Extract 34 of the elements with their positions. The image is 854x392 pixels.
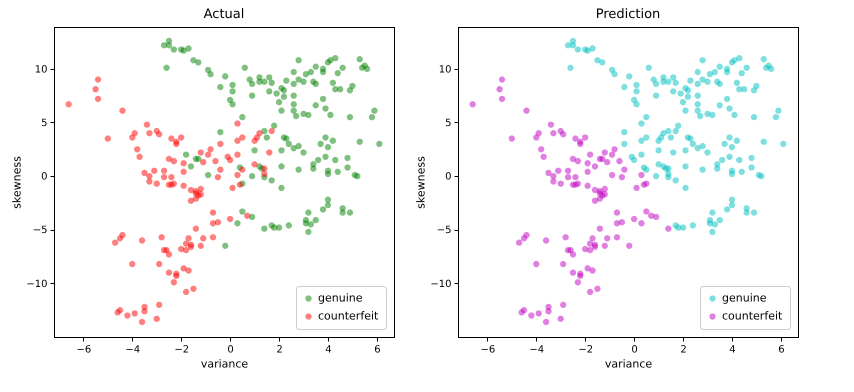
legend-label: genuine	[722, 292, 767, 304]
x-tick-label: −6	[76, 344, 92, 356]
x-tick-label: 2	[276, 344, 283, 356]
x-tick-label: 0	[227, 344, 234, 356]
y-tick-label: 5	[445, 118, 452, 129]
y-tick-label: 0	[41, 172, 48, 183]
x-tick-label: 4	[729, 344, 736, 356]
y-tick-label: −5	[436, 225, 452, 236]
x-tick-label: −2	[578, 344, 594, 356]
y-tick-label: 5	[41, 118, 48, 129]
chart-title: Prediction	[596, 7, 660, 22]
chart-title: Actual	[204, 7, 244, 22]
x-tick-label: 2	[680, 344, 687, 356]
x-tick-label: −4	[529, 344, 544, 356]
y-tick-label: 0	[445, 172, 452, 183]
y-tick-label: −5	[32, 225, 48, 236]
x-tick-label: 0	[631, 344, 638, 356]
y-tick-label: −10	[26, 278, 48, 290]
y-axis-title: skewness	[10, 156, 24, 209]
legend-label: counterfeit	[318, 310, 380, 322]
x-tick-label: −2	[174, 344, 190, 356]
x-tick-label: 6	[374, 344, 381, 356]
y-axis-title: skewness	[414, 156, 428, 209]
x-tick-label: 6	[778, 344, 785, 356]
x-axis-title: variance	[200, 358, 248, 370]
legend-label: genuine	[318, 292, 363, 304]
x-tick-label: 4	[325, 344, 332, 356]
x-tick-label: −4	[125, 344, 140, 356]
x-axis-title: variance	[604, 358, 652, 370]
y-tick-label: −10	[430, 278, 452, 290]
x-tick-label: −6	[480, 344, 496, 356]
y-tick-label: 10	[34, 64, 48, 76]
y-tick-label: 10	[438, 64, 452, 76]
legend-label: counterfeit	[722, 310, 784, 322]
